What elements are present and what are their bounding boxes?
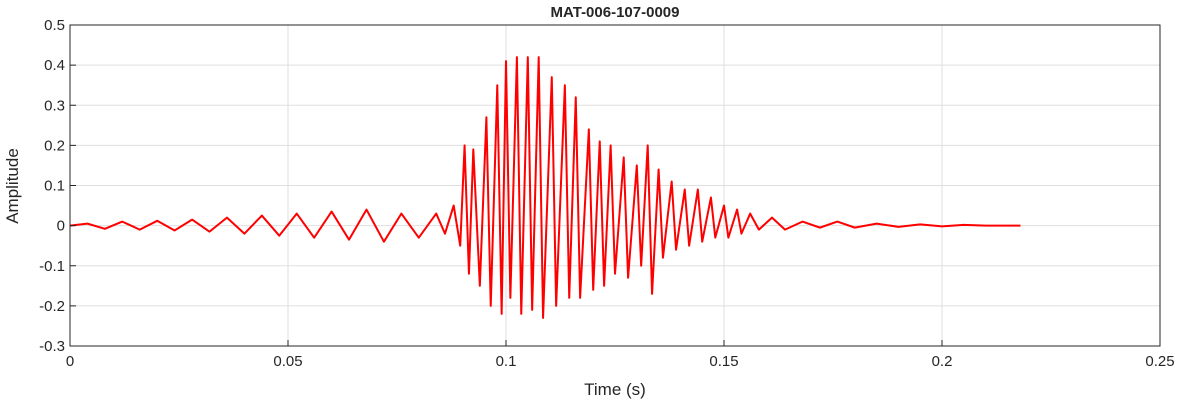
x-tick-label: 0.25	[1145, 353, 1174, 370]
y-tick-label: 0.1	[44, 178, 65, 195]
y-axis-label: Amplitude	[3, 148, 22, 224]
x-tick-label: 0.1	[496, 353, 517, 370]
series	[69, 56, 1021, 319]
y-tick-label: 0.4	[44, 57, 65, 74]
line-series	[69, 56, 1021, 319]
x-tick-label: 0	[66, 353, 74, 370]
x-tick-label: 0.15	[709, 353, 738, 370]
x-axis-label: Time (s)	[584, 380, 646, 399]
y-tick-label: 0	[57, 218, 65, 235]
y-tick-label: 0.3	[44, 97, 65, 114]
y-tick-label: -0.3	[39, 338, 65, 355]
y-tick-label: -0.1	[39, 258, 65, 275]
y-tick-label: 0.2	[44, 137, 65, 154]
chart-title: MAT-006-107-0009	[551, 4, 680, 21]
y-tick-label: -0.2	[39, 298, 65, 315]
x-tick-label: 0.05	[273, 353, 302, 370]
x-tick-label: 0.2	[932, 353, 953, 370]
y-tick-label: 0.5	[44, 17, 65, 34]
